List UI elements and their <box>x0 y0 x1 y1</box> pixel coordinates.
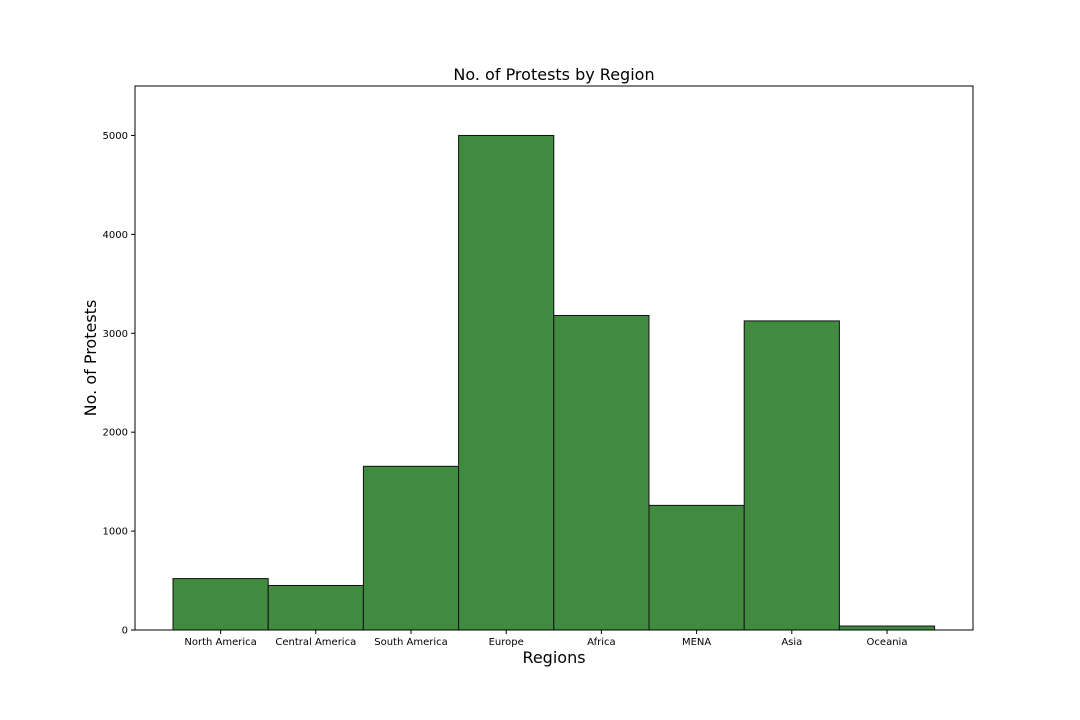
y-tick-label: 5000 <box>103 131 128 142</box>
x-tick-label-europe: Europe <box>489 637 524 648</box>
x-tick-label-africa: Africa <box>587 637 616 648</box>
bar-mena <box>648 504 745 631</box>
y-tick-label: 0 <box>122 626 128 637</box>
x-tick-label-north-america: North America <box>184 637 256 648</box>
x-tick-label-mena: MENA <box>682 637 711 648</box>
chart-title: No. of Protests by Region <box>453 65 654 84</box>
bar-europe <box>458 134 555 631</box>
plot-frame <box>134 85 974 631</box>
bars-group <box>172 134 936 631</box>
bar-north-america <box>172 578 269 631</box>
x-tick-label-oceania: Oceania <box>867 637 908 648</box>
x-tick-label-central-america: Central America <box>275 637 356 648</box>
bar-africa <box>553 314 650 631</box>
y-tick-label: 2000 <box>103 428 128 439</box>
bar-asia <box>743 320 840 631</box>
x-tick-label-south-america: South America <box>374 637 448 648</box>
y-axis-ticks: 0 1000 2000 3000 4000 5000 <box>103 131 135 637</box>
y-tick-label: 3000 <box>103 329 128 340</box>
y-tick-label: 1000 <box>103 527 128 538</box>
bar-oceania <box>838 625 936 631</box>
bar-south-america <box>362 465 460 631</box>
x-axis-label: Regions <box>522 648 585 667</box>
x-axis-ticks: North America Central America South Americ… <box>184 630 907 648</box>
x-tick-label-asia: Asia <box>781 637 802 648</box>
y-axis-label: No. of Protests <box>81 300 100 417</box>
y-tick-label: 4000 <box>103 230 128 241</box>
bar-central-america <box>267 584 364 631</box>
